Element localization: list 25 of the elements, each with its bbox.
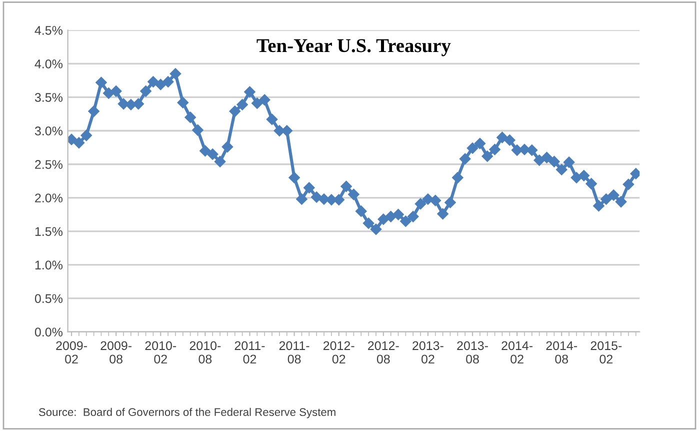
y-tick-label: 1.5%	[35, 227, 62, 236]
chart-title: Ten-Year U.S. Treasury	[256, 39, 451, 56]
y-tick-label: 1.0%	[35, 260, 62, 270]
y-tick-label: 4.0%	[34, 59, 62, 68]
x-tick-label: 2013-08	[457, 341, 488, 364]
source-note: Source: Board of Governors of the Federal Reserve System	[38, 408, 336, 418]
x-tick-label: 2012-02	[323, 341, 354, 364]
x-tick-label: 2014-08	[546, 341, 578, 364]
y-tick-label: 2.5%	[35, 160, 62, 169]
x-tick-label: 2013-02	[412, 341, 444, 364]
x-tick-label: 2012-08	[368, 341, 399, 364]
x-tick-label: 2010-08	[190, 341, 221, 364]
y-tick-label: 0.0%	[34, 328, 62, 337]
x-tick-label: 2010-02	[145, 341, 176, 364]
y-tick-label: 3.5%	[34, 93, 62, 102]
x-tick-label: 2009-02	[56, 341, 87, 364]
x-tick-label: 2015-02	[590, 341, 622, 364]
x-tick-label: 2011-08	[279, 341, 310, 364]
y-tick-label: 3.0%	[34, 126, 62, 136]
x-tick-label: 2011-02	[234, 341, 265, 364]
y-tick-label: 2.0%	[35, 194, 62, 202]
y-tick-label: 4.5%	[34, 26, 62, 35]
x-tick-label: 2009-08	[100, 341, 132, 364]
y-tick-label: 0.5%	[34, 294, 62, 303]
x-tick-label: 2014-02	[502, 341, 532, 364]
